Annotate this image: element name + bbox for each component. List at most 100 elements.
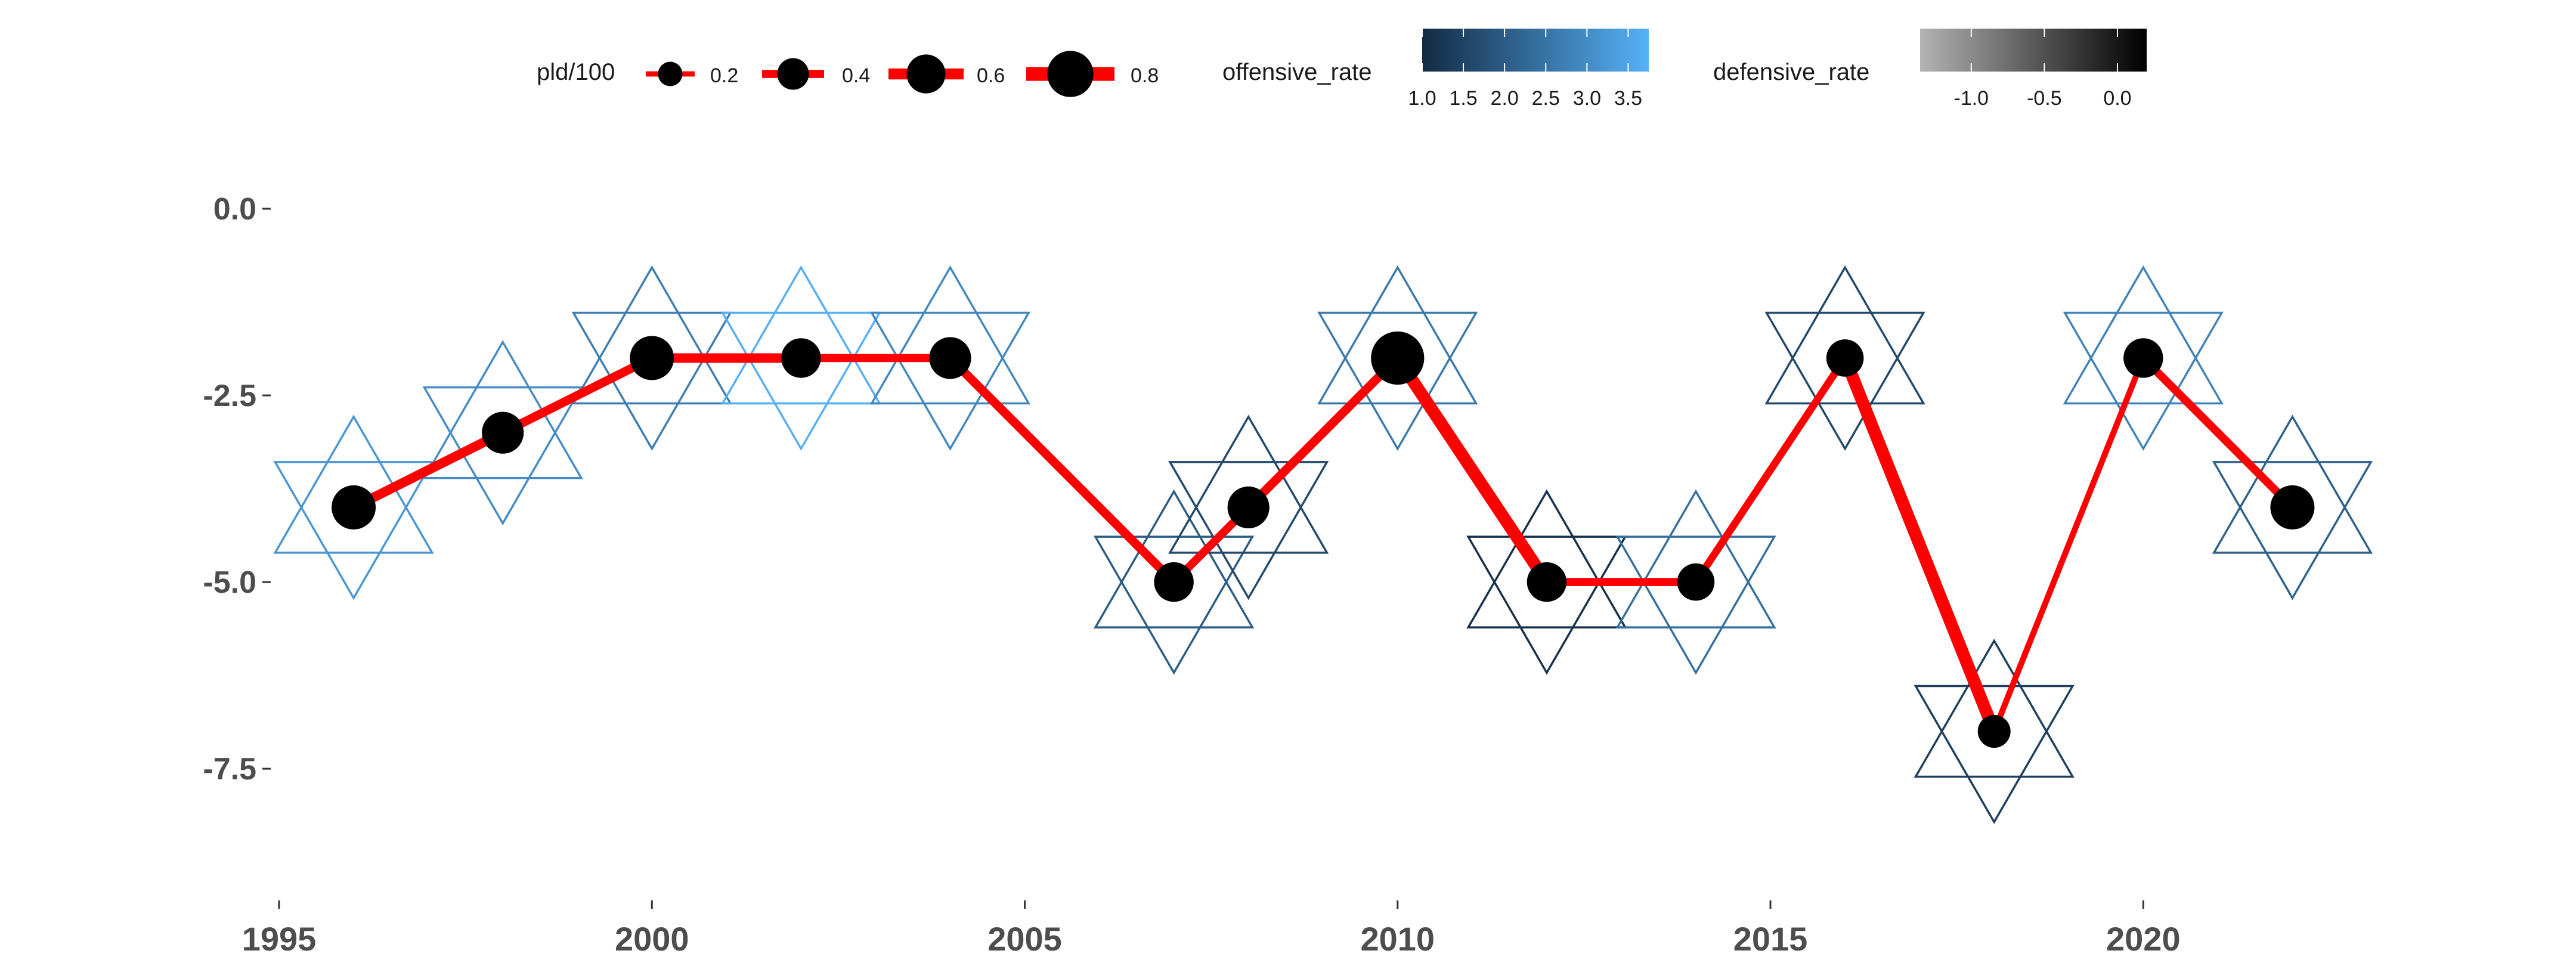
y-tick-label: 0.0: [213, 192, 256, 227]
star-marker: [1914, 639, 2075, 825]
star-triangle-down: [1615, 535, 1776, 675]
data-point: [1977, 715, 2011, 748]
line-segment: [946, 354, 1179, 587]
colorbar-tick-label: 0.0: [2103, 87, 2131, 110]
star-triangle-up: [571, 265, 732, 405]
data-point: [1371, 331, 1425, 385]
line-segment: [2139, 354, 2297, 512]
line-segment: [1991, 355, 2147, 735]
star-triangle-up: [1764, 265, 1925, 405]
size-legend-point: [906, 54, 946, 94]
color-legend-bar: [1422, 29, 1649, 72]
size-legend-point: [777, 58, 809, 90]
y-axis: 0.0 -2.5 -5.0 -7.5: [203, 192, 271, 787]
star-marker: [2063, 265, 2224, 451]
axes: 0.0 -2.5 -5.0 -7.5 1995 2000 2005 2010 2015 2020: [203, 192, 2180, 958]
line-segment: [1391, 352, 1553, 589]
star-triangle-down: [2063, 311, 2224, 451]
x-tick-label: 2005: [987, 920, 1062, 958]
star-triangle-up: [1466, 489, 1627, 628]
data-point: [1677, 563, 1715, 601]
x-tick-label: 2015: [1733, 920, 1808, 958]
star-triangle-up: [2063, 265, 2224, 405]
star-triangle-up: [720, 265, 882, 405]
colorbar-tick-label: 1.5: [1449, 87, 1477, 110]
size-legend-point: [658, 61, 683, 86]
colorbar-tick-label: 2.5: [1532, 87, 1560, 110]
star-triangle-down: [273, 461, 434, 600]
star-marker: [1093, 489, 1255, 675]
star-marker: [720, 265, 882, 451]
star-triangle-up: [1317, 265, 1478, 405]
color-legend-title: offensive_rate: [1222, 59, 1372, 85]
star-triangle-up: [1615, 489, 1776, 628]
star-marker: [869, 265, 1031, 451]
legend: pld/100 0.2 0.4 0.6 0.8 offensive_rate 1.0 1…: [537, 29, 2147, 110]
x-tick-label: 2020: [2106, 920, 2181, 958]
data-point: [482, 411, 524, 454]
line-segment: [1838, 352, 2001, 738]
data-point: [781, 338, 821, 378]
star-triangle-down: [1093, 535, 1255, 675]
star-marker: [2212, 414, 2373, 600]
size-legend-point: [1047, 51, 1094, 97]
star-triangle-down: [1764, 311, 1925, 451]
star-marker: [1466, 489, 1627, 675]
star-marker: [1764, 265, 1925, 451]
x-tick-label: 2010: [1361, 920, 1435, 958]
size-legend-label: 0.2: [710, 64, 738, 87]
data-point: [1154, 562, 1194, 602]
data-point: [929, 337, 971, 379]
line-segment: [1692, 354, 1849, 586]
x-tick-label: 1995: [242, 920, 317, 958]
size-legend-label: 0.8: [1131, 64, 1159, 87]
size-legend-title: pld/100: [537, 59, 615, 85]
colorbar-tick-label: 2.0: [1491, 87, 1519, 110]
star-triangle-up: [1168, 414, 1329, 554]
data-point: [630, 336, 674, 380]
fill-legend-bar: [1920, 29, 2147, 72]
x-axis: 1995 2000 2005 2010 2015 2020: [242, 900, 2181, 958]
y-tick-label: -7.5: [203, 752, 256, 787]
star-triangle-down: [1317, 311, 1478, 451]
data-point: [2270, 485, 2315, 530]
star-triangle-down: [1466, 535, 1627, 675]
line-segment: [498, 354, 657, 438]
x-tick-label: 2000: [615, 920, 689, 958]
y-tick-label: -2.5: [203, 379, 256, 413]
star-triangle-down: [1168, 461, 1329, 600]
line-segment: [1244, 354, 1402, 512]
colorbar-tick-label: -1.0: [1954, 87, 1989, 110]
color-legend-ticks: 1.0 1.5 2.0 2.5 3.0 3.5: [1408, 29, 1642, 110]
star-triangle-up: [1093, 489, 1255, 628]
star-triangle-up: [2212, 414, 2373, 554]
star-markers: [273, 265, 2373, 825]
data-point: [1826, 339, 1864, 377]
y-tick-label: -5.0: [203, 565, 256, 600]
star-triangle-down: [869, 311, 1031, 451]
size-legend-label: 0.6: [977, 64, 1005, 87]
size-legend-keys: 0.2 0.4 0.6 0.8: [646, 51, 1159, 97]
colorbar-tick-label: 3.5: [1614, 87, 1642, 110]
colorbar-tick-label: 1.0: [1408, 87, 1436, 110]
size-legend-label: 0.4: [842, 64, 870, 87]
data-point: [1527, 562, 1567, 602]
data-point: [332, 485, 376, 530]
colorbar-tick-label: 3.0: [1573, 87, 1601, 110]
data-point: [2123, 338, 2163, 378]
star-triangle-down: [720, 311, 882, 451]
star-marker: [1317, 265, 1478, 451]
colorbar-tick-label: -0.5: [2027, 87, 2062, 110]
fill-legend-ticks: -1.0 -0.5 0.0: [1954, 29, 2132, 110]
line-segment: [349, 428, 508, 512]
plot-area: [273, 265, 2373, 825]
star-marker: [1615, 489, 1776, 675]
fill-legend-title: defensive_rate: [1713, 59, 1869, 85]
star-marker: [1168, 414, 1329, 600]
star-triangle-down: [2212, 461, 2373, 600]
data-point: [1227, 486, 1270, 528]
star-triangle-up: [1914, 639, 2075, 778]
star-triangle-down: [1914, 685, 2075, 825]
